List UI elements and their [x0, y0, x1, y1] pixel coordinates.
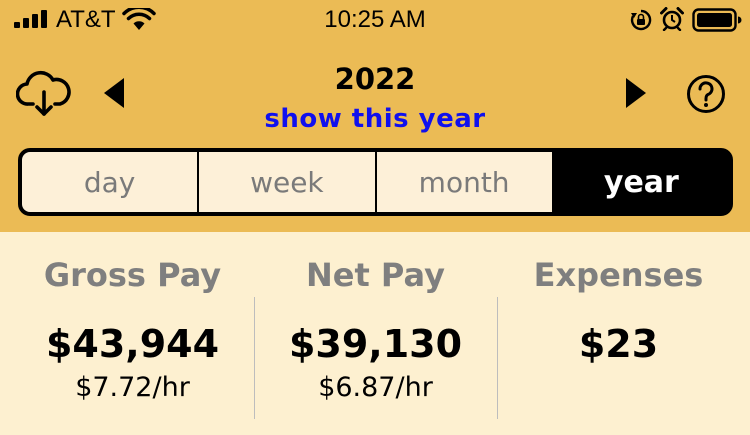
- net-pay-title: Net Pay: [306, 256, 445, 294]
- cloud-download-icon[interactable]: [16, 70, 72, 118]
- expenses-summary: Expenses $23: [496, 256, 741, 366]
- show-this-year-link: show this year: [0, 104, 750, 134]
- chevron-right-icon[interactable]: [624, 76, 650, 110]
- expenses-title: Expenses: [533, 256, 704, 294]
- tab-day[interactable]: day: [22, 152, 198, 212]
- net-pay-summary: Net Pay $39,130 $6.87/hr: [253, 256, 498, 403]
- chevron-left-icon[interactable]: [100, 76, 126, 110]
- tab-year[interactable]: year: [553, 152, 729, 212]
- help-icon[interactable]: [686, 74, 726, 114]
- signal-icon: [14, 10, 47, 28]
- status-bar: AT&T 10:25 AM: [0, 0, 750, 40]
- tab-month[interactable]: month: [376, 152, 552, 212]
- column-divider: [254, 297, 255, 419]
- gross-pay-summary: Gross Pay $43,944 $7.72/hr: [10, 256, 255, 403]
- carrier-name: AT&T: [56, 6, 116, 33]
- net-pay-rate: $6.87/hr: [318, 372, 433, 403]
- year-title: 2022: [334, 62, 416, 96]
- show-this-year-text[interactable]: show this year: [264, 104, 486, 134]
- period-segmented-control: day week month year: [18, 148, 733, 216]
- expenses-value: $23: [578, 322, 659, 366]
- status-time: 10:25 AM: [324, 6, 426, 33]
- column-divider: [497, 297, 498, 419]
- gross-pay-title: Gross Pay: [43, 256, 222, 294]
- gross-pay-value: $43,944: [45, 322, 220, 366]
- net-pay-value: $39,130: [288, 322, 463, 366]
- gross-pay-rate: $7.72/hr: [75, 372, 190, 403]
- wifi-icon: [122, 8, 156, 30]
- battery-icon: [692, 8, 742, 32]
- header-area: AT&T 10:25 AM: [0, 0, 750, 232]
- alarm-icon: [660, 7, 684, 31]
- orientation-lock-icon: [630, 9, 652, 31]
- tab-week[interactable]: week: [199, 152, 375, 212]
